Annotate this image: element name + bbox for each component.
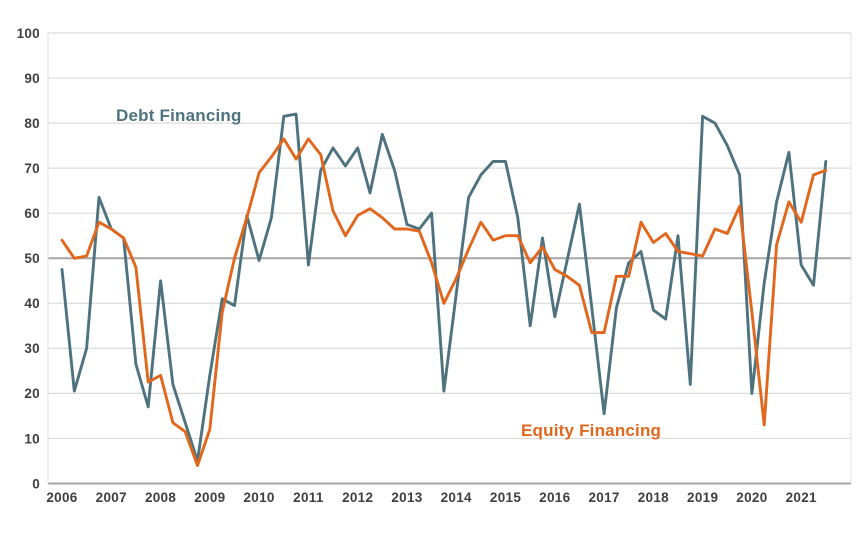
y-tick-label: 60 bbox=[24, 206, 40, 221]
x-tick-label: 2014 bbox=[441, 490, 472, 505]
debt-financing-series-label: Debt Financing bbox=[116, 106, 242, 125]
x-tick-label: 2016 bbox=[539, 490, 570, 505]
y-tick-label: 0 bbox=[32, 476, 40, 491]
gridlines bbox=[48, 32, 851, 485]
debt-financing-line bbox=[60, 112, 828, 463]
x-tick-label: 2011 bbox=[293, 490, 324, 505]
y-tick-label: 20 bbox=[24, 386, 40, 401]
y-tick-label: 40 bbox=[24, 296, 40, 311]
x-tick-label: 2017 bbox=[588, 490, 619, 505]
y-tick-label: 50 bbox=[24, 251, 40, 266]
x-tick-label: 2008 bbox=[145, 490, 176, 505]
y-tick-label: 100 bbox=[17, 26, 40, 41]
x-tick-label: 2007 bbox=[96, 490, 127, 505]
y-tick-label: 90 bbox=[24, 71, 40, 86]
equity-financing-line bbox=[60, 137, 828, 467]
x-tick-label: 2015 bbox=[490, 490, 521, 505]
y-tick-label: 70 bbox=[24, 161, 40, 176]
x-tick-label: 2010 bbox=[244, 490, 275, 505]
y-tick-label: 30 bbox=[24, 341, 40, 356]
x-tick-label: 2020 bbox=[736, 490, 767, 505]
x-tick-label: 2006 bbox=[46, 490, 77, 505]
x-tick-label: 2012 bbox=[342, 490, 373, 505]
x-tick-label: 2021 bbox=[786, 490, 817, 505]
x-tick-label: 2018 bbox=[638, 490, 669, 505]
equity-financing-series-label: Equity Financing bbox=[521, 421, 662, 440]
x-tick-label: 2013 bbox=[391, 490, 422, 505]
x-axis-tick-labels: 2006 2007 2008 2009 2010 2011 2012 2013 2014 2015… bbox=[46, 490, 817, 505]
data-series-lines bbox=[60, 112, 828, 467]
y-tick-label: 10 bbox=[24, 431, 40, 446]
y-axis-tick-labels: 0 10 20 30 40 50 60 70 80 90 100 bbox=[17, 26, 40, 491]
y-tick-label: 80 bbox=[24, 116, 40, 131]
x-tick-label: 2019 bbox=[687, 490, 718, 505]
plot-border bbox=[47, 33, 852, 484]
x-tick-label: 2009 bbox=[194, 490, 225, 505]
